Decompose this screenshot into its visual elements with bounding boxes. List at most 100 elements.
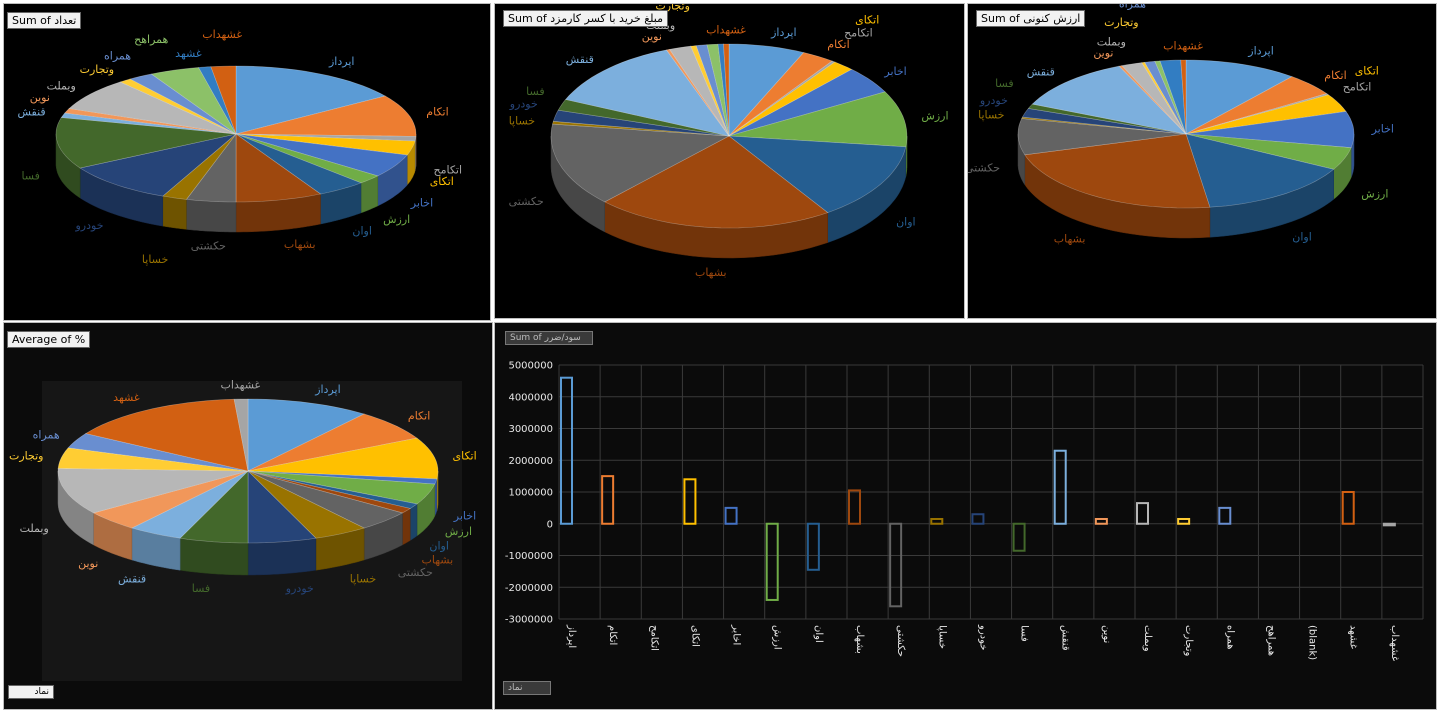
pie-count-slice-4 (235, 133, 408, 177)
bar-15 (1177, 517, 1191, 525)
chart-title-current-value[interactable]: Sum of ارزش کنونی (976, 10, 1086, 27)
pie-count-label-15: وتجارت (80, 63, 115, 76)
bar-8 (889, 522, 903, 608)
pie-count-label-4: اخابر (410, 197, 433, 210)
chart-title-count[interactable]: Sum of تعداد (7, 12, 82, 29)
pie-current-value-label-14: وبملت (1097, 36, 1126, 49)
chart-title-profit-loss[interactable]: Sum of سود/ضرر (505, 331, 593, 345)
pie-average-slice-0 (247, 398, 365, 472)
pie-average-label-13: وبملت (20, 522, 49, 535)
y-tick-label: 1000000 (508, 488, 553, 499)
pie-current-value-label-0: اپرداز (1247, 45, 1273, 58)
pie-purchase-label-15: وتجارت (655, 4, 690, 12)
pie-count-slice-11 (55, 117, 237, 169)
pie-average-label-0: اپرداز (314, 383, 340, 396)
pie-count-side-8 (186, 199, 237, 233)
pie-current-value-sides (1017, 134, 1355, 239)
pie-count-slice-0 (235, 65, 387, 135)
pie-current-value-label-11: فسا (995, 77, 1013, 90)
pie-current-value-label-13: نوین (1093, 47, 1113, 60)
pie-count-label-3: اتکای (430, 175, 454, 188)
bar-7 (848, 489, 861, 525)
pie-average-side-10 (179, 537, 249, 576)
pie-purchase-label-2: اتکامح (844, 26, 873, 39)
pie-current-value-slice-7 (1024, 133, 1211, 209)
pie-average-slice-16 (84, 398, 249, 472)
pie-average-slice-12 (92, 470, 249, 529)
pie-current-value-label-7: بشهاب (1054, 232, 1086, 245)
pie-average-label-5: اوان (429, 539, 449, 552)
pie-purchase-slice-12 (565, 49, 730, 137)
pie-count-label-10: خودرو (74, 219, 103, 232)
pie-current-value-slice-12 (1031, 65, 1187, 135)
x-tick-label: همراهح (1265, 625, 1276, 656)
chart-panel-purchase: Sum of مبلغ خرید با کسر کارمزد اپرداز اتک… (494, 3, 965, 319)
x-tick-label: بشهاب (854, 625, 865, 654)
pie-purchase-label-0: اپرداز (770, 26, 796, 39)
x-tick-label: خساپا (936, 625, 947, 649)
pie-purchase-label-9: خساپا (509, 115, 535, 128)
pie-count-label-14: وبملت (47, 80, 76, 93)
pie-count-slice-6 (235, 133, 362, 195)
pie-purchase-label-11: فسا (526, 85, 544, 98)
field-button-symbol-bar[interactable]: نماد (503, 681, 551, 695)
pie-count-label-5: ارزش (383, 213, 410, 226)
pie-count-label-16: همراه (104, 49, 131, 62)
pie-current-value-slice-3 (1185, 94, 1347, 135)
bar-3 (683, 478, 697, 525)
pie-count-sides (55, 134, 417, 233)
pie-purchase-label-7: بشهاب (695, 266, 727, 279)
pie-current-value-slice-1 (1185, 76, 1328, 135)
x-tick-label: اتکای (689, 625, 700, 647)
chart-title-average[interactable]: Average of % (7, 331, 91, 348)
pie-purchase-tops (550, 43, 908, 229)
pie-count-label-7: بشهاب (284, 238, 316, 251)
pie-count-label-8: حکشتی (191, 240, 226, 253)
pie-average-slice-10 (179, 470, 249, 544)
pie-average-sides (57, 470, 439, 576)
pie-count-slice-8 (185, 133, 237, 203)
pie-count-slice-3 (235, 133, 416, 156)
pie-average-label-4: ارزش (445, 525, 472, 538)
bar-14 (1136, 502, 1149, 525)
pie-purchase-slice-8 (550, 123, 731, 203)
pie-purchase-label-13: نوین (642, 30, 662, 43)
y-tick-label: 0 (547, 519, 553, 530)
pie-average-label-8: خساپا (350, 572, 376, 585)
x-tick-label: خودرو (977, 624, 988, 650)
pie-count-side-9 (162, 195, 187, 230)
field-button-symbol[interactable]: نماد (8, 685, 54, 699)
pie-average-slice-11 (131, 470, 249, 539)
pie-average-side-13 (57, 470, 94, 546)
pie-average-label-7: حکشتی (398, 566, 433, 579)
pie-purchase-label-12: قنقش (566, 53, 594, 66)
chart-title-purchase[interactable]: Sum of مبلغ خرید با کسر کارمزد (503, 10, 668, 27)
pie-purchase-label-1: اتکام (827, 38, 849, 51)
pie-average-label-10: فسا (192, 582, 210, 595)
pie-count-label-12: قنقش (18, 105, 46, 118)
pie-current-value-slice-8 (1017, 118, 1187, 156)
pie-count-label-13: نوین (30, 91, 50, 104)
pie-purchase-slice-6 (728, 135, 907, 213)
pie-average-label-6: بشهاب (422, 554, 454, 567)
pie-average-side-3 (434, 478, 438, 517)
pie-current-value-label-4: اخابر (1371, 123, 1394, 136)
pie-current-value-label-8: حکشتی (968, 161, 1000, 174)
pie-count-label-6: اوان (352, 225, 372, 238)
pie-purchase-label-10: خودرو (509, 98, 538, 111)
pie-current-value-tops (1017, 59, 1355, 209)
x-tick-label: غشهد (1348, 625, 1359, 649)
pie-average-side-9 (247, 537, 317, 576)
pie-count-label-9: خساپا (142, 253, 168, 266)
x-tick-label: وتجارت (1183, 625, 1194, 657)
pie-average-slice-1 (247, 413, 418, 472)
pie-count-slice-17 (150, 67, 237, 135)
pie-current-value-slice-4 (1185, 111, 1355, 149)
x-tick-label: اخابر (731, 624, 742, 645)
pie-average-label-14: وتجارت (9, 449, 44, 462)
chart-panel-current-value: Sum of ارزش کنونی اپرداز اتکام اتکامح اتکای… (967, 3, 1437, 319)
pie-purchase-sides (550, 135, 908, 259)
bar-gridlines: 5000000 4000000 3000000 2000000 1000000 0 -100… (505, 361, 1424, 626)
